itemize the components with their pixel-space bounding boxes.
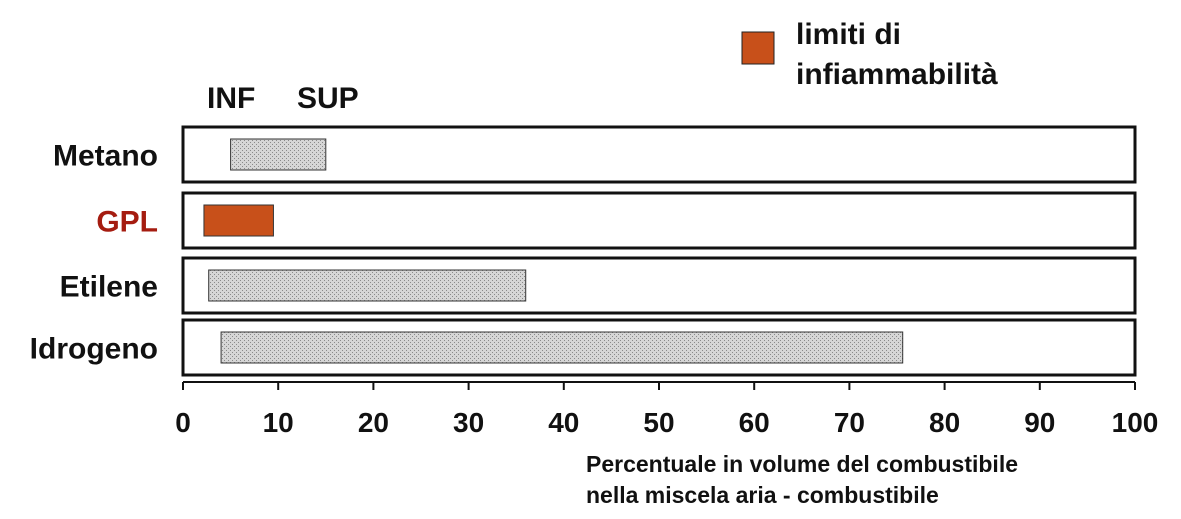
category-label-etilene: Etilene (60, 271, 158, 304)
x-axis-title-line1: Percentuale in volume del combustibile (586, 451, 1018, 477)
x-tick-label-90: 90 (1024, 407, 1055, 438)
category-label-gpl: GPL (96, 206, 158, 239)
x-tick-label-20: 20 (358, 407, 389, 438)
bar-gpl (203, 204, 274, 237)
track-metano (181, 125, 1137, 184)
track-gpl (181, 191, 1137, 250)
bar-metano (230, 138, 327, 171)
x-tick-label-30: 30 (453, 407, 484, 438)
category-labels: Metano GPL Etilene Idrogeno (30, 140, 158, 366)
x-tick-label-80: 80 (929, 407, 960, 438)
x-tick-label-10: 10 (263, 407, 294, 438)
bars (203, 138, 904, 364)
x-axis-title-line2: nella miscela aria - combustibile (586, 482, 939, 508)
category-label-metano: Metano (53, 140, 158, 173)
x-tick-label-70: 70 (834, 407, 865, 438)
x-tick-label-0: 0 (175, 407, 191, 438)
x-tick-label-40: 40 (548, 407, 579, 438)
category-label-idrogeno: Idrogeno (30, 333, 158, 366)
legend-label-line2: infiammabilità (796, 58, 998, 91)
header-sup: SUP (297, 82, 359, 115)
x-tick-label-60: 60 (739, 407, 770, 438)
x-axis: 0 10 20 30 40 50 60 70 80 90 100 (175, 381, 1159, 438)
legend: limiti di infiammabilità (741, 18, 998, 91)
bar-idrogeno (220, 331, 904, 364)
header-inf: INF (207, 82, 255, 115)
x-tick-label-50: 50 (643, 407, 674, 438)
x-tick-label-100: 100 (1112, 407, 1159, 438)
legend-swatch (741, 31, 775, 65)
bar-etilene (208, 269, 527, 302)
legend-label-line1: limiti di (796, 18, 901, 51)
